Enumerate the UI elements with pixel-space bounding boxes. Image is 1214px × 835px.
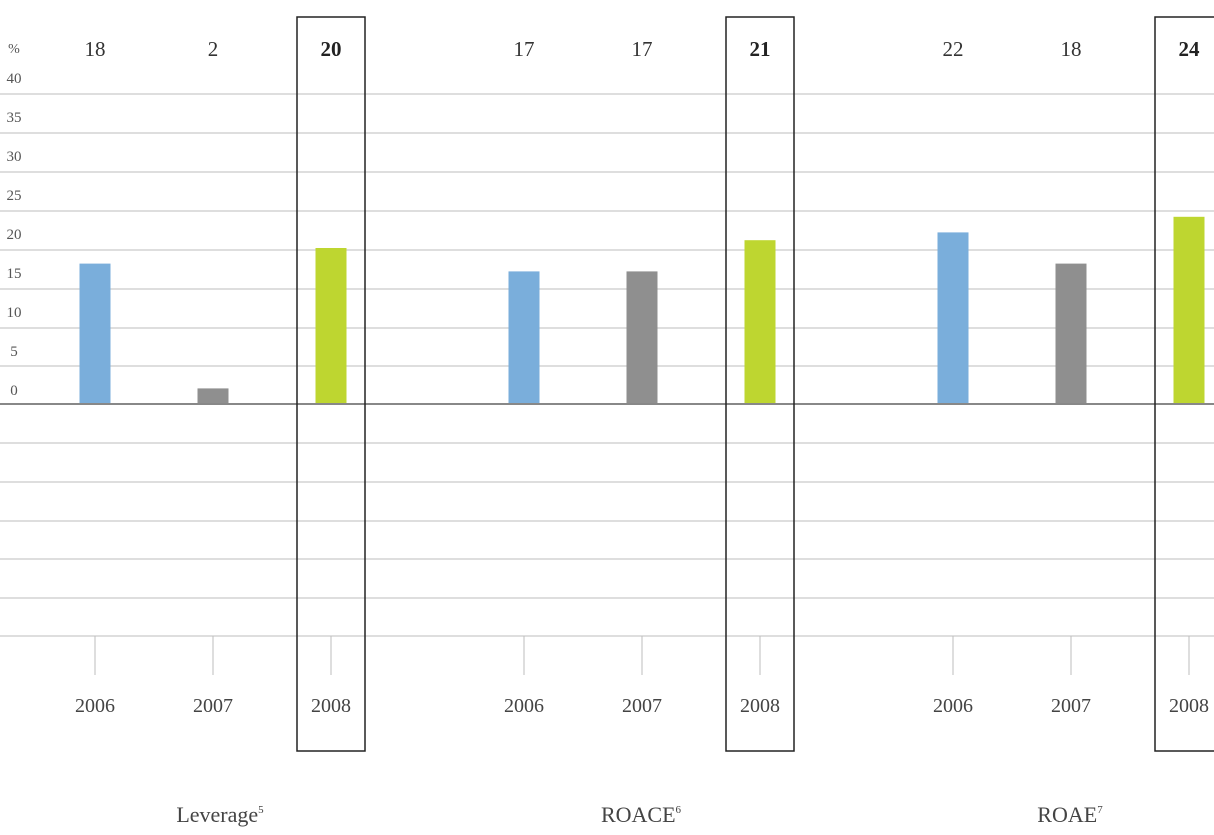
highlight-box-leverage bbox=[296, 16, 366, 752]
gridlines bbox=[0, 93, 1214, 637]
value-label: 17 bbox=[514, 37, 535, 61]
y-tick-label: 40 bbox=[7, 71, 22, 87]
y-unit-label: % bbox=[8, 42, 20, 57]
value-label: 22 bbox=[943, 37, 964, 61]
x-tick-label: 2007 bbox=[622, 695, 662, 717]
y-tick-label: 20 bbox=[7, 227, 22, 243]
x-tick-label: 2007 bbox=[1051, 695, 1091, 717]
value-label: 17 bbox=[632, 37, 653, 61]
value-label: 18 bbox=[1061, 37, 1082, 61]
bar-leverage-2006 bbox=[79, 263, 111, 404]
value-label: 20 bbox=[321, 37, 342, 61]
group-footnote-marker: 7 bbox=[1097, 804, 1103, 816]
highlight-box-roace bbox=[725, 16, 795, 752]
y-tick-label: 25 bbox=[7, 188, 22, 204]
axis bbox=[0, 403, 1214, 675]
group-name: Leverage bbox=[176, 802, 258, 827]
labels: % 40 35 30 25 20 15 10 5 0 18 2006 2 2007 20 2008 Lever… bbox=[7, 37, 1210, 827]
value-label: 24 bbox=[1179, 37, 1201, 61]
bars bbox=[79, 216, 1205, 404]
group-footnote-marker: 6 bbox=[676, 804, 682, 816]
y-tick-label: 0 bbox=[10, 383, 18, 399]
bar-leverage-2007 bbox=[197, 388, 229, 404]
bar-roae-2008 bbox=[1173, 216, 1205, 404]
bar-roae-2007 bbox=[1055, 263, 1087, 404]
bar-leverage-2008 bbox=[315, 248, 347, 404]
group-label-roace: ROACE6 bbox=[601, 802, 682, 827]
x-tick-label: 2008 bbox=[311, 695, 351, 717]
group-footnote-marker: 5 bbox=[258, 804, 264, 816]
x-tick-label: 2007 bbox=[193, 695, 233, 717]
bar-roace-2008 bbox=[744, 240, 776, 404]
bar-roace-2006 bbox=[508, 271, 540, 404]
value-label: 2 bbox=[208, 37, 219, 61]
bar-roae-2006 bbox=[937, 232, 969, 404]
y-tick-label: 30 bbox=[7, 149, 22, 165]
x-tick-label: 2008 bbox=[740, 695, 780, 717]
highlight-box-roae bbox=[1154, 16, 1214, 752]
x-tick-label: 2006 bbox=[75, 695, 115, 717]
group-label-leverage: Leverage5 bbox=[176, 802, 264, 827]
x-tick-label: 2006 bbox=[504, 695, 544, 717]
x-tick-label: 2006 bbox=[933, 695, 973, 717]
group-name: ROACE bbox=[601, 802, 676, 827]
y-tick-label: 35 bbox=[7, 110, 22, 126]
group-label-roae: ROAE7 bbox=[1037, 802, 1103, 827]
bar-roace-2007 bbox=[626, 271, 658, 404]
highlight-boxes bbox=[296, 16, 1214, 752]
value-label: 21 bbox=[750, 37, 771, 61]
x-tick-label: 2008 bbox=[1169, 695, 1209, 717]
y-tick-label: 5 bbox=[10, 344, 18, 360]
value-label: 18 bbox=[85, 37, 106, 61]
group-name: ROAE bbox=[1037, 802, 1097, 827]
y-tick-label: 15 bbox=[7, 266, 22, 282]
y-tick-label: 10 bbox=[7, 305, 22, 321]
